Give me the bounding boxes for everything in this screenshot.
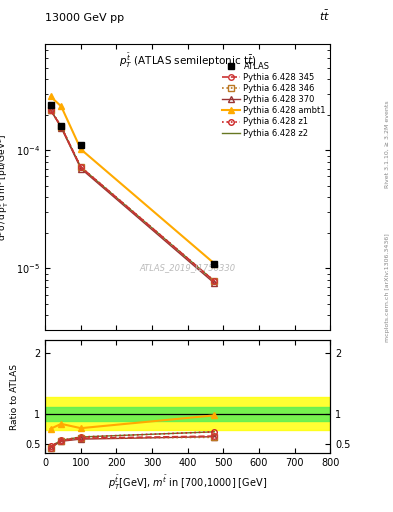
Legend: ATLAS, Pythia 6.428 345, Pythia 6.428 346, Pythia 6.428 370, Pythia 6.428 ambt1,: ATLAS, Pythia 6.428 345, Pythia 6.428 34… <box>222 62 326 138</box>
Text: $t\bar{t}$: $t\bar{t}$ <box>319 9 330 23</box>
Y-axis label: $\mathrm{d^2\sigma\,/\,d\,p_T^{\bar{t}}\,d\,m^{\bar{t}}}$ [pb/GeV$^2$]: $\mathrm{d^2\sigma\,/\,d\,p_T^{\bar{t}}\… <box>0 133 11 241</box>
Text: ATLAS_2019_I1750330: ATLAS_2019_I1750330 <box>140 263 236 272</box>
Y-axis label: Ratio to ATLAS: Ratio to ATLAS <box>10 364 19 430</box>
Text: mcplots.cern.ch [arXiv:1306.3436]: mcplots.cern.ch [arXiv:1306.3436] <box>385 233 389 342</box>
Text: $p_T^{\bar{t}}$ (ATLAS semileptonic t$\bar{t}$): $p_T^{\bar{t}}$ (ATLAS semileptonic t$\b… <box>119 52 257 71</box>
Text: 13000 GeV pp: 13000 GeV pp <box>45 13 124 23</box>
X-axis label: $p_T^{\bar{t}}$[GeV], $m^{\bar{t}}$ in [700,1000] [GeV]: $p_T^{\bar{t}}$[GeV], $m^{\bar{t}}$ in [… <box>108 474 267 492</box>
Text: Rivet 3.1.10, ≥ 3.2M events: Rivet 3.1.10, ≥ 3.2M events <box>385 100 389 188</box>
